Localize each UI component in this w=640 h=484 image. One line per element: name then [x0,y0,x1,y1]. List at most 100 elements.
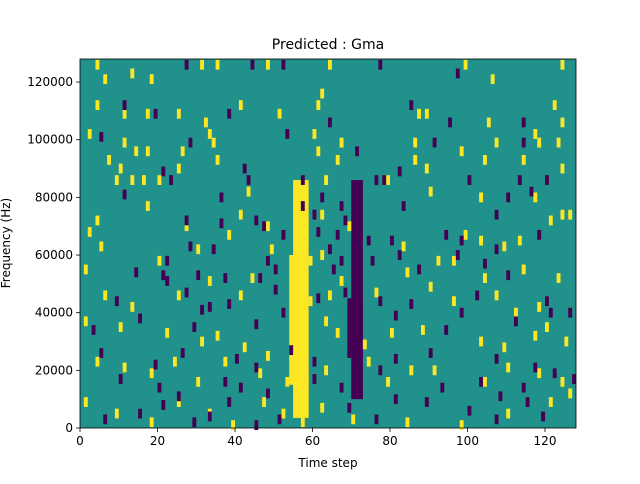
high-cell [227,229,232,240]
low-cell [467,175,472,185]
high-cell [521,155,526,165]
high-cell [362,339,367,350]
high-cell [207,276,212,286]
high-cell [312,129,317,139]
high-cell [494,137,499,148]
high-cell [533,330,538,341]
low-cell [153,108,158,119]
high-cell [483,376,487,387]
low-cell [281,229,286,240]
high-cell [552,100,557,111]
high-cell [560,117,565,128]
low-cell [378,59,383,70]
low-cell [382,175,387,185]
low-cell [153,359,158,370]
low-cell [161,270,166,281]
high-cell [517,235,522,246]
high-cell [196,244,201,255]
low-cell [494,414,499,425]
low-cell [475,290,480,301]
x-tick-label: 120 [534,434,557,448]
low-cell [537,229,542,240]
high-cell [200,336,205,347]
high-cell [200,59,205,70]
high-cell [300,417,305,428]
low-cell [91,325,96,335]
low-cell [397,250,402,260]
low-cell [506,270,511,281]
low-cell [397,166,402,177]
high-cell [250,273,255,283]
high-cell [145,201,150,211]
low-cell [262,221,267,232]
high-cell [339,276,344,286]
high-cell [281,408,286,419]
high-cell [568,209,573,220]
high-cell [130,68,135,79]
high-cell [409,365,414,376]
low-cell [312,374,317,384]
low-cell [238,382,243,393]
high-cell [335,155,340,165]
low-cell [335,229,340,240]
high-cell [432,365,437,376]
high-cell [324,316,329,327]
high-cell [149,368,154,379]
low-cell [393,394,398,405]
low-cell [428,348,433,358]
high-cell [87,227,92,237]
high-cell [297,209,301,220]
x-tick-label: 100 [456,434,479,448]
low-cell [223,376,228,387]
low-cell [211,244,216,255]
low-cell [525,397,530,407]
low-cell [207,411,212,422]
low-cell [339,201,344,211]
low-cell [494,209,499,220]
high-cell [490,74,495,85]
high-cell [452,255,456,266]
low-cell [483,258,487,269]
x-tick-label: 0 [76,434,84,448]
low-cell [401,201,406,211]
high-cell [266,221,270,232]
high-cell [320,88,325,99]
high-cell [176,290,181,301]
high-cell [215,155,220,165]
high-cell [556,137,561,148]
high-cell [246,186,251,197]
high-cell [215,59,220,70]
low-cell [134,267,139,278]
high-cell [95,100,100,111]
low-cell [246,175,251,185]
high-cell [424,163,429,174]
high-cell [107,155,112,165]
low-cell [506,192,511,203]
high-cell [320,250,325,260]
low-cell [320,192,325,203]
high-cell [320,402,325,413]
high-cell [560,376,565,387]
low-cell [366,235,371,246]
high-cell [548,397,553,407]
heatmap-cells [83,59,577,431]
low-cell [300,201,305,211]
high-cell [304,376,309,387]
low-cell [122,100,127,111]
high-cell [316,100,321,111]
low-cell [545,296,549,307]
high-cell [145,146,150,157]
low-cell [273,264,278,275]
low-cell [219,192,224,203]
low-cell [138,313,143,324]
low-cell [529,186,534,197]
high-cell [262,397,267,407]
low-cell [339,255,344,266]
high-cell [269,244,274,255]
high-cell [421,325,425,335]
high-cell [83,316,88,327]
low-cell [355,267,360,278]
low-cell [455,68,460,79]
high-cell [537,368,542,379]
low-cell [196,270,201,281]
